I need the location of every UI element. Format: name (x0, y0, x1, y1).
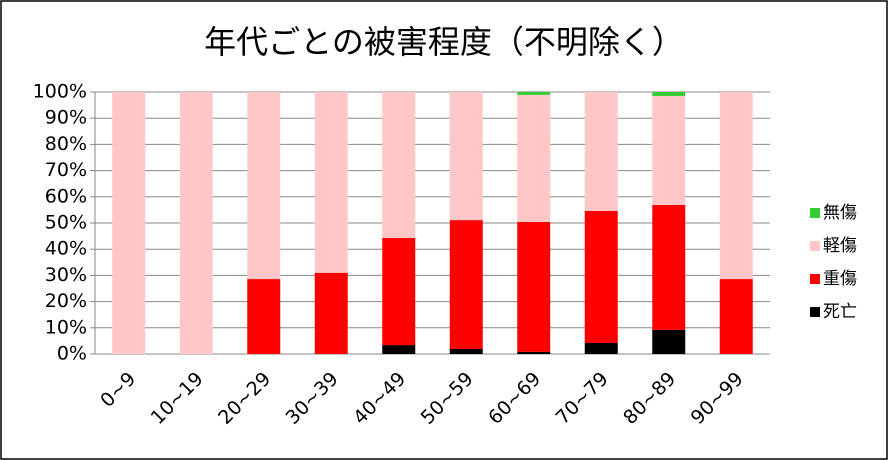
y-tick-label: 0% (57, 343, 87, 365)
bar-segment (584, 92, 618, 211)
bar-segment (517, 221, 551, 352)
y-tick-label: 10% (45, 316, 87, 338)
bar-segment (652, 329, 686, 354)
y-tick-label: 50% (45, 212, 87, 234)
bar-segment (247, 92, 281, 280)
bar-segment (449, 220, 483, 350)
bar-segment (314, 92, 348, 273)
legend-label: 無傷 (823, 203, 857, 223)
chart-title: 年代ごとの被害程度（不明除く） (204, 23, 684, 61)
y-tick-label: 70% (45, 159, 87, 181)
bar-segment (719, 279, 753, 354)
bar-segment (584, 342, 618, 354)
legend-label: 死亡 (823, 302, 857, 322)
y-tick-label: 90% (45, 107, 87, 129)
bar-segment (382, 92, 416, 238)
bar-segment (719, 92, 753, 280)
legend-label: 重傷 (823, 269, 857, 289)
legend-swatch (810, 241, 820, 251)
bar-segment (449, 349, 483, 354)
bar-segment (517, 94, 551, 222)
legend-label: 軽傷 (823, 236, 857, 256)
legend-swatch (810, 208, 820, 218)
y-tick-label: 30% (45, 264, 87, 286)
bar-segment (382, 237, 416, 346)
bar-segment (112, 92, 146, 354)
y-tick-label: 100% (33, 81, 87, 103)
legend-swatch (810, 274, 820, 284)
y-tick-label: 60% (45, 185, 87, 207)
y-tick-label: 20% (45, 290, 87, 312)
bar-segment (584, 210, 618, 343)
y-tick-label: 80% (45, 133, 87, 155)
bar-segment (179, 92, 213, 354)
y-tick-label: 40% (45, 238, 87, 260)
bar-segment (449, 92, 483, 221)
bar-segment (652, 204, 686, 330)
bar-segment (652, 92, 686, 96)
bar-segment (314, 272, 348, 354)
bar-segment (247, 279, 281, 354)
legend-swatch (810, 307, 820, 317)
bar-segment (517, 92, 551, 95)
bar-segment (652, 95, 686, 205)
bar-segment (517, 351, 551, 354)
bar-segment (382, 345, 416, 354)
